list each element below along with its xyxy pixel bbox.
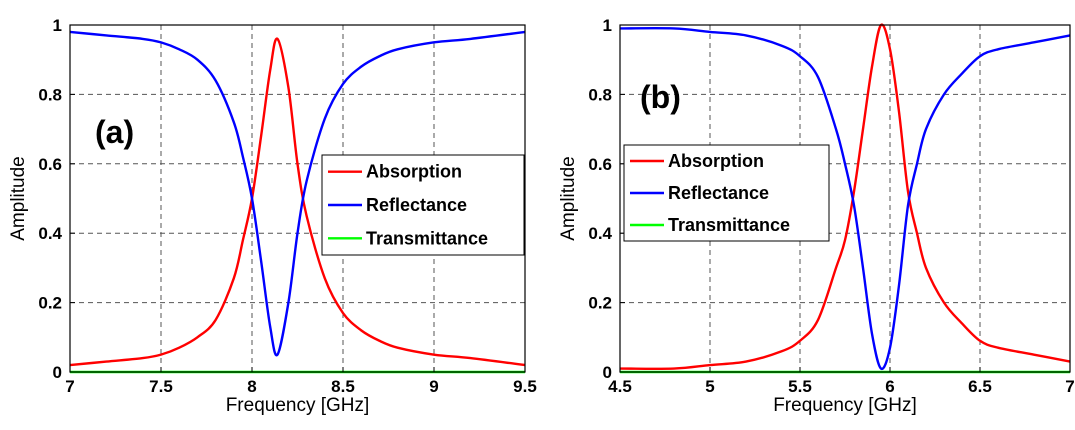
chart-b-series-reflectance — [619, 27, 1071, 371]
chart-a-xtick-label-1: 7.5 — [149, 377, 173, 396]
chart-a-plot-frame — [69, 24, 526, 373]
chart-a-xtick-label-3: 8.5 — [331, 377, 355, 396]
chart-a-ylabel: Amplitude — [8, 156, 29, 241]
chart-a-panel-label: (a) — [95, 114, 134, 150]
chart-b-xtick-label-2: 5.5 — [788, 377, 812, 396]
chart-b-xtick-label-5: 7 — [1065, 377, 1074, 396]
chart-b-ytick-label-4: 0.8 — [588, 85, 612, 104]
chart-b-legend-label-transmittance: Transmittance — [668, 215, 790, 235]
chart-b-plot-frame — [619, 24, 1071, 373]
chart-b-series-absorption — [619, 23, 1071, 370]
chart-b-xtick-label-0: 4.5 — [608, 377, 632, 396]
chart-a-xtick-label-2: 8 — [247, 377, 256, 396]
chart-b-xtick-label-4: 6.5 — [968, 377, 992, 396]
chart-b-xtick-label-1: 5 — [705, 377, 714, 396]
chart-b-xlabel: Frequency [GHz] — [773, 395, 917, 416]
chart-b-xtick-label-3: 6 — [885, 377, 894, 396]
chart-a-xtick-label-4: 9 — [429, 377, 438, 396]
chart-a-legend-label-absorption: Absorption — [366, 162, 462, 182]
chart-a-ytick-label-3: 0.6 — [38, 155, 62, 174]
chart-b-ytick-label-0: 0 — [603, 363, 612, 382]
chart-a-xlabel: Frequency [GHz] — [226, 395, 370, 416]
chart-b-legend-label-reflectance: Reflectance — [668, 183, 769, 203]
chart-b-legend: Absorption Reflectance Transmittance — [623, 144, 830, 242]
chart-a-legend-label-transmittance: Transmittance — [366, 228, 488, 248]
chart-b-ytick-label-3: 0.6 — [588, 155, 612, 174]
chart-a-ytick-label-2: 0.4 — [38, 224, 62, 243]
chart-b-ytick-label-5: 1 — [603, 16, 612, 35]
chart-b-legend-label-absorption: Absorption — [668, 151, 764, 171]
chart-a-legend: Absorption Reflectance Transmittance — [321, 154, 525, 256]
chart-b: 4.5 5 5.5 6 6.5 7 0 0.2 0.4 0.6 0.8 1 Frequency [GHz… — [558, 16, 1075, 416]
chart-a-series-absorption — [69, 37, 526, 367]
chart-a-xtick-label-0: 7 — [65, 377, 74, 396]
chart-a-ytick-label-4: 0.8 — [38, 85, 62, 104]
chart-a-ytick-label-0: 0 — [53, 363, 62, 382]
chart-b-ytick-label-1: 0.2 — [588, 294, 612, 313]
chart-a: 7 7.5 8 8.5 9 9.5 0 0.2 0.4 0.6 0.8 1 Frequency [GHz… — [8, 16, 537, 416]
chart-b-panel-label: (b) — [640, 79, 681, 115]
chart-a-legend-label-reflectance: Reflectance — [366, 195, 467, 215]
chart-a-xtick-label-5: 9.5 — [513, 377, 537, 396]
chart-a-series-reflectance — [69, 30, 526, 357]
chart-a-ytick-label-5: 1 — [53, 16, 62, 35]
chart-b-ylabel: Amplitude — [558, 156, 579, 241]
chart-b-ytick-label-2: 0.4 — [588, 224, 612, 243]
chart-a-ytick-label-1: 0.2 — [38, 294, 62, 313]
